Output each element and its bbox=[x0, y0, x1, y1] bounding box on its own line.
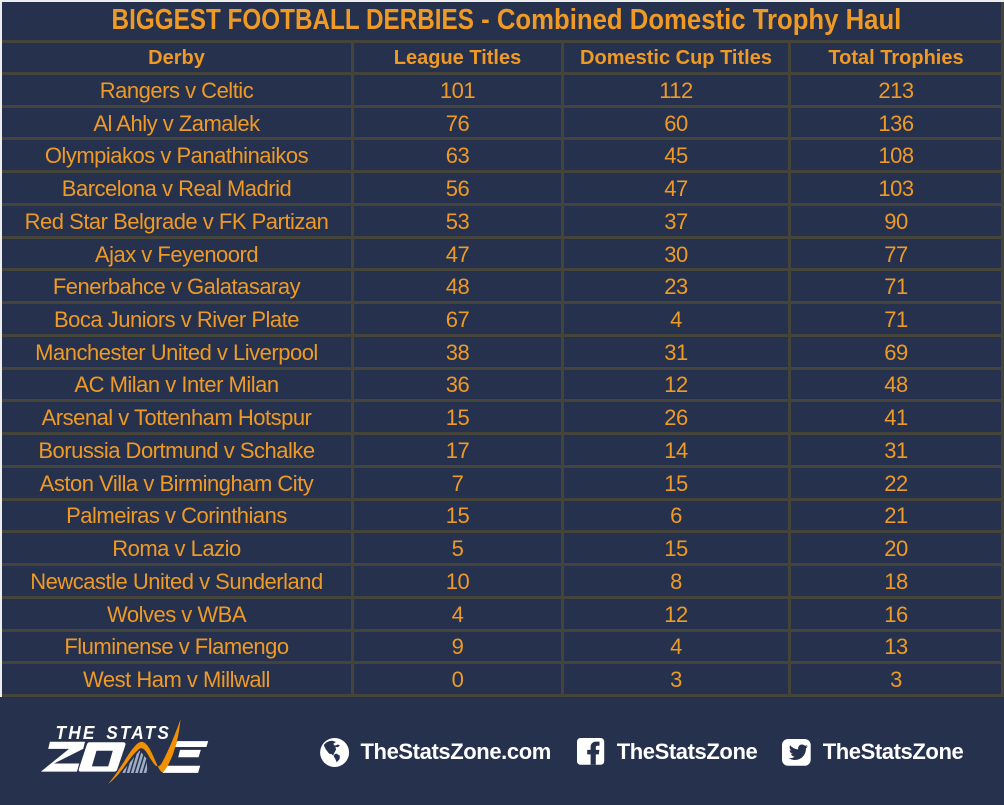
svg-text:THE STATS: THE STATS bbox=[56, 722, 172, 743]
